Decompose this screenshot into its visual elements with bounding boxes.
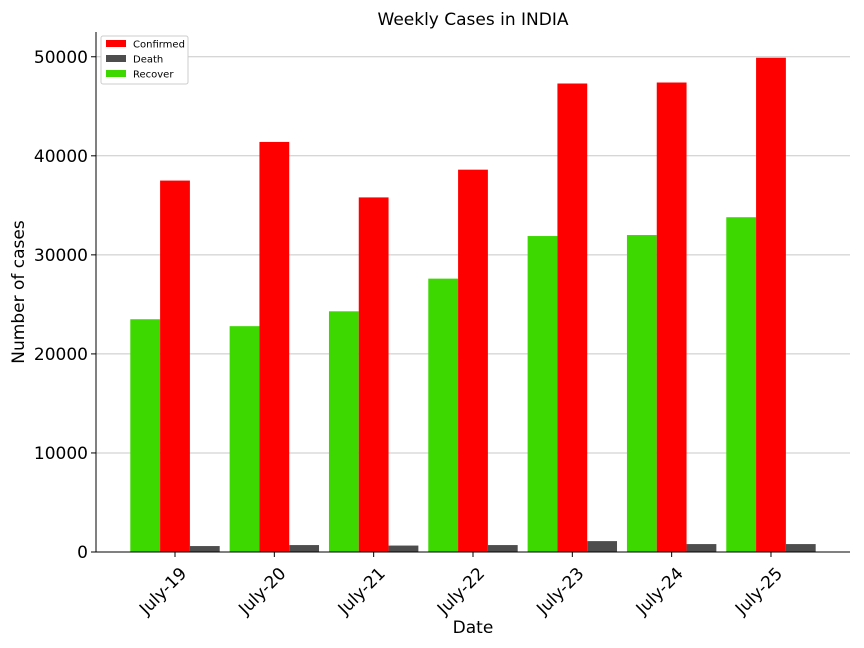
- x-axis-label: Date: [453, 618, 494, 638]
- x-tick-label: July-24: [632, 564, 688, 620]
- legend-swatch-confirmed: [106, 40, 126, 47]
- bar-death: [289, 545, 320, 552]
- y-ticks: 0 10000 20000 30000 40000 50000: [34, 48, 96, 563]
- y-tick-label: 40000: [34, 147, 88, 167]
- x-tick-label: July-23: [532, 564, 588, 620]
- y-tick-label: 30000: [34, 246, 88, 266]
- bar-confirmed: [259, 141, 290, 552]
- bar-confirmed: [458, 169, 488, 552]
- bar-confirmed: [756, 57, 786, 552]
- bar-death: [189, 546, 220, 552]
- legend: Confirmed Death Recover: [100, 35, 189, 85]
- y-axis-label: Number of cases: [9, 220, 29, 364]
- bar-confirmed: [656, 82, 687, 552]
- x-tick-label: July-19: [135, 564, 191, 620]
- legend-swatch-death: [106, 55, 126, 62]
- bar-recover: [229, 326, 260, 552]
- bar-recover: [328, 311, 359, 552]
- bar-recover: [428, 278, 459, 552]
- bars: [130, 57, 816, 553]
- bar-death: [487, 545, 518, 552]
- legend-label-death: Death: [133, 55, 163, 66]
- bar-recover: [726, 217, 757, 552]
- bar-confirmed: [160, 180, 190, 553]
- legend-label-recover: Recover: [133, 70, 174, 81]
- y-tick-label: 20000: [34, 345, 88, 365]
- bar-death: [388, 545, 419, 552]
- y-tick-label: 0: [77, 543, 88, 563]
- x-tick-label: July-25: [731, 564, 787, 620]
- x-ticks: July-19 July-20 July-21 July-22 July-23 July-…: [135, 552, 787, 620]
- x-tick-label: July-22: [433, 564, 489, 620]
- bar-recover: [626, 235, 657, 553]
- y-tick-label: 50000: [34, 48, 88, 68]
- x-tick-label: July-20: [234, 564, 290, 620]
- bar-death: [785, 544, 816, 552]
- bar-confirmed: [557, 83, 588, 552]
- bar-death: [587, 541, 618, 552]
- legend-label-confirmed: Confirmed: [133, 40, 185, 51]
- x-tick-label: July-21: [334, 564, 390, 620]
- chart-title: Weekly Cases in INDIA: [378, 10, 569, 30]
- bar-recover: [527, 236, 558, 553]
- legend-swatch-recover: [106, 70, 126, 77]
- bar-confirmed: [358, 197, 389, 552]
- y-tick-label: 10000: [34, 444, 88, 464]
- bar-recover: [130, 319, 161, 552]
- bar-death: [686, 544, 717, 552]
